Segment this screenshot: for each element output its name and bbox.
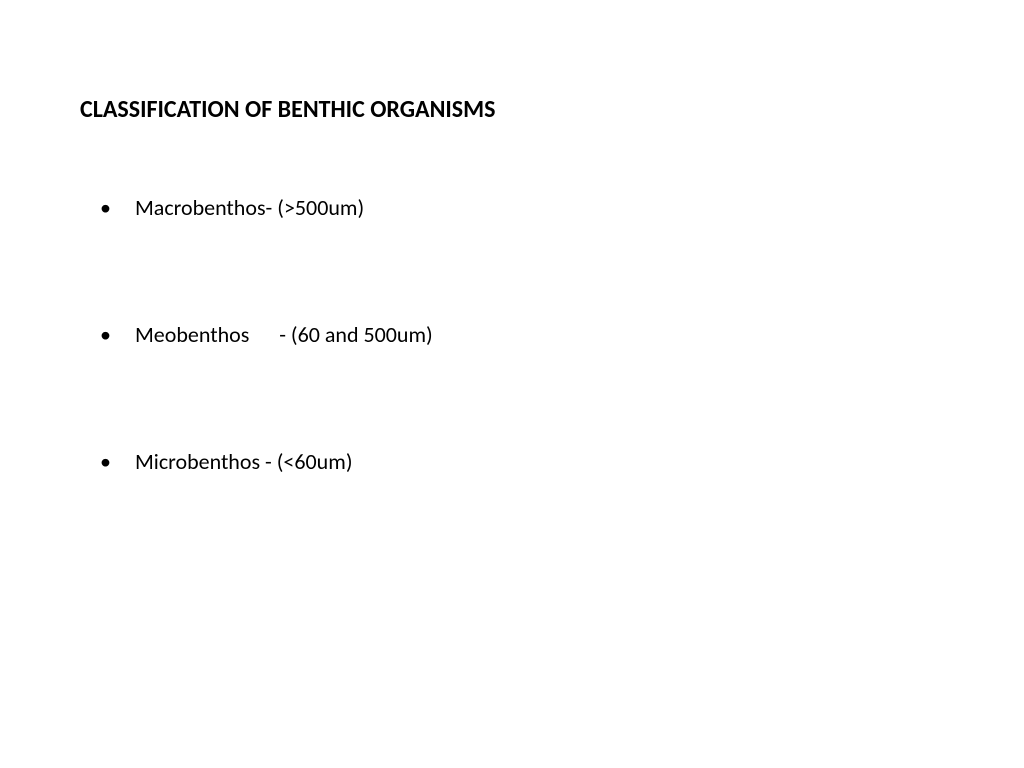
bullet-list: Macrobenthos- (>500um) Meobenthos - (60 … <box>80 194 944 475</box>
list-item: Meobenthos - (60 and 500um) <box>100 321 944 348</box>
slide-title: CLASSIFICATION OF BENTHIC ORGANISMS <box>80 95 944 124</box>
list-item: Macrobenthos- (>500um) <box>100 194 944 221</box>
list-item: Microbenthos - (<60um) <box>100 448 944 475</box>
